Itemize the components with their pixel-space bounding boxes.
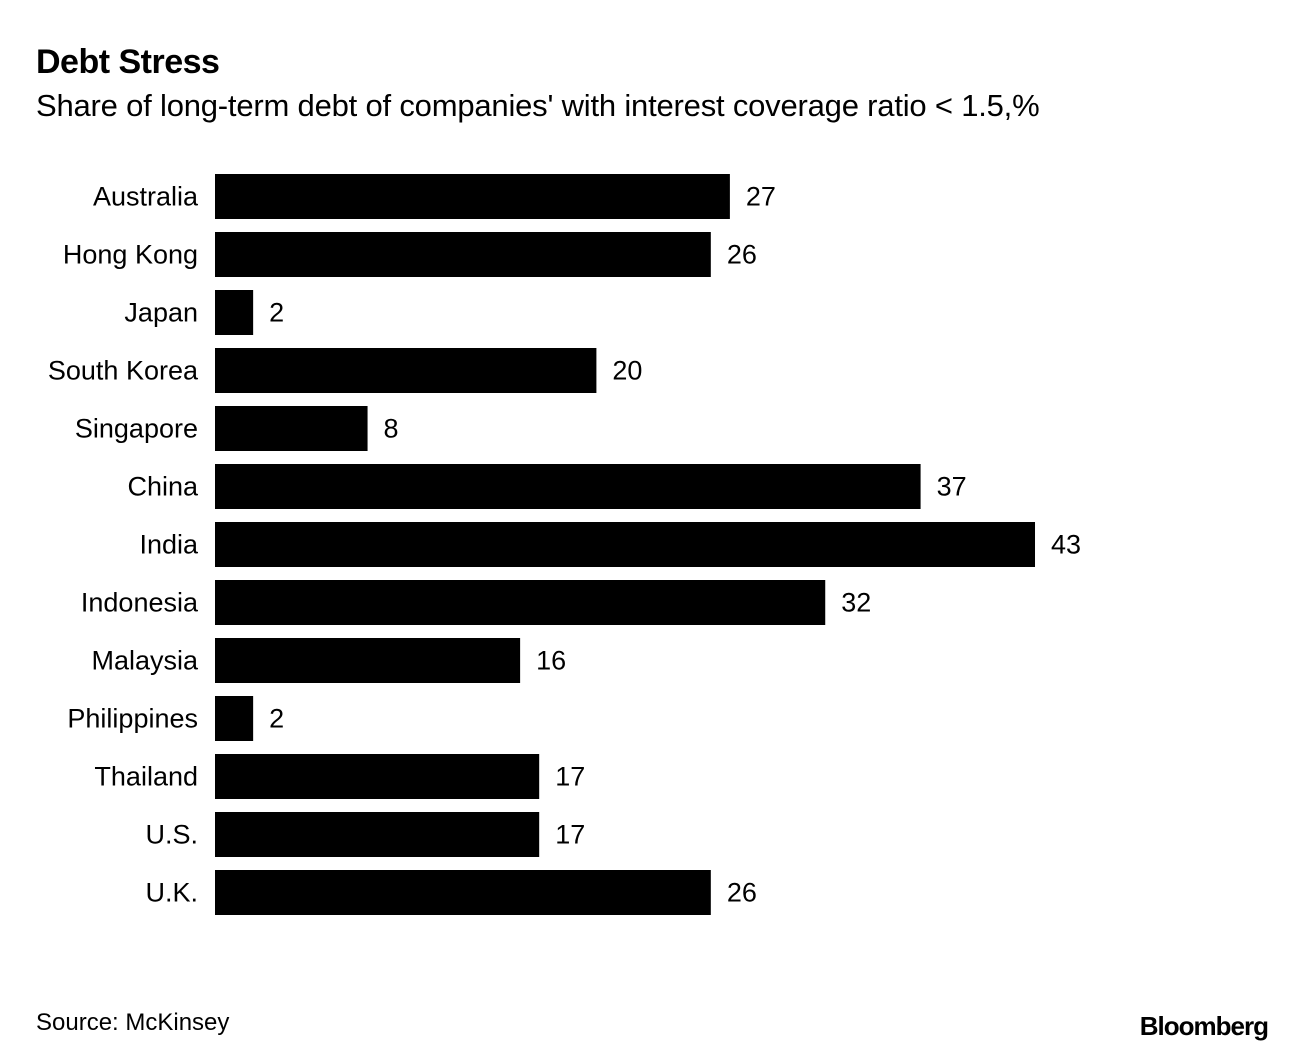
value-label-philippines: 2 <box>269 704 284 734</box>
chart-subtitle: Share of long-term debt of companies' wi… <box>36 88 1040 123</box>
bar-south-korea <box>215 348 597 393</box>
bar-china <box>215 464 921 509</box>
value-label-japan: 2 <box>269 298 284 328</box>
value-label-thailand: 17 <box>555 762 585 792</box>
category-label-singapore: Singapore <box>75 414 198 444</box>
value-labels-group: 27 26 2 20 8 37 43 32 16 2 17 17 26 <box>269 182 1081 908</box>
bar-hong-kong <box>215 232 711 277</box>
category-label-japan: Japan <box>124 298 198 328</box>
bar-india <box>215 522 1036 567</box>
category-label-philippines: Philippines <box>67 704 198 734</box>
bar-u-s <box>215 812 540 857</box>
value-label-hong-kong: 26 <box>727 240 757 270</box>
bar-japan <box>215 290 254 335</box>
category-label-thailand: Thailand <box>94 762 198 792</box>
category-label-indonesia: Indonesia <box>81 588 199 618</box>
value-label-indonesia: 32 <box>841 588 871 618</box>
category-labels-group: Australia Hong Kong Japan South Korea Singap… <box>48 182 199 908</box>
category-label-malaysia: Malaysia <box>91 646 199 676</box>
value-label-south-korea: 20 <box>612 356 642 386</box>
source-note: Source: McKinsey <box>36 1009 230 1036</box>
category-label-u-k: U.K. <box>145 878 198 908</box>
bar-singapore <box>215 406 368 451</box>
value-label-china: 37 <box>937 472 967 502</box>
category-label-south-korea: South Korea <box>48 356 199 386</box>
bar-philippines <box>215 696 254 741</box>
bar-thailand <box>215 754 540 799</box>
bar-indonesia <box>215 580 826 625</box>
bar-australia <box>215 174 730 219</box>
bar-u-k <box>215 870 711 915</box>
bars-group <box>215 174 1036 915</box>
value-label-india: 43 <box>1051 530 1081 560</box>
value-label-u-s: 17 <box>555 820 585 850</box>
bloomberg-logo: Bloomberg <box>1139 1011 1269 1041</box>
category-label-india: India <box>139 530 199 560</box>
category-label-u-s: U.S. <box>145 820 198 850</box>
category-label-australia: Australia <box>93 182 199 212</box>
category-label-hong-kong: Hong Kong <box>63 240 198 270</box>
category-label-china: China <box>127 472 199 502</box>
bar-malaysia <box>215 638 521 683</box>
value-label-australia: 27 <box>746 182 776 212</box>
value-label-u-k: 26 <box>727 878 757 908</box>
chart-title: Debt Stress <box>36 43 220 81</box>
value-label-singapore: 8 <box>384 414 399 444</box>
value-label-malaysia: 16 <box>536 646 566 676</box>
